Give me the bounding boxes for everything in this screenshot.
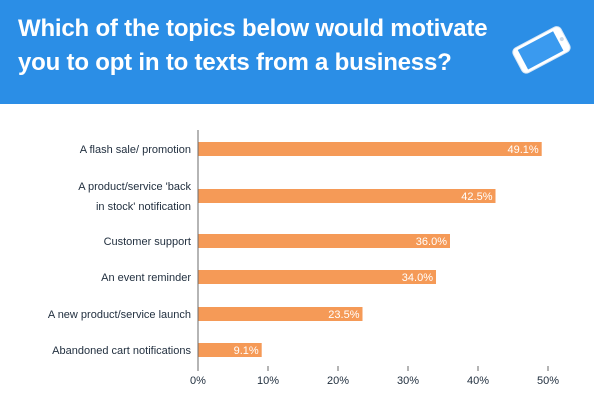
x-tick-label: 30% (397, 375, 419, 387)
category-label: Abandoned cart notifications (52, 345, 191, 357)
category-label: A flash sale/ promotion (80, 144, 191, 156)
category-label: A new product/service launch (48, 309, 191, 321)
bar-chart: 49.1% A flash sale/ promotion 42.5% A produ… (48, 130, 559, 387)
bar (198, 234, 450, 248)
bar (198, 307, 363, 321)
value-label: 36.0% (416, 236, 447, 248)
bar (198, 142, 542, 156)
bar (198, 343, 262, 357)
x-tick-label: 20% (327, 375, 349, 387)
category-label: Customer support (104, 236, 191, 248)
category-label: in stock' notification (96, 201, 191, 213)
x-tick-label: 10% (257, 375, 279, 387)
category-label: An event reminder (101, 272, 191, 284)
x-tick-label: 50% (537, 375, 559, 387)
header-banner: Which of the topics below would motivate… (0, 0, 594, 104)
value-label: 9.1% (234, 345, 259, 357)
category-label: A product/service 'back (78, 181, 191, 193)
x-tick-label: 0% (190, 375, 206, 387)
chart-title: Which of the topics below would motivate… (18, 15, 488, 76)
value-label: 42.5% (461, 191, 492, 203)
bar (198, 270, 436, 284)
value-label: 49.1% (507, 144, 538, 156)
bar (198, 189, 496, 203)
value-label: 34.0% (402, 272, 433, 284)
smartphone-icon (512, 26, 571, 74)
x-tick-label: 40% (467, 375, 489, 387)
value-label: 23.5% (328, 309, 359, 321)
